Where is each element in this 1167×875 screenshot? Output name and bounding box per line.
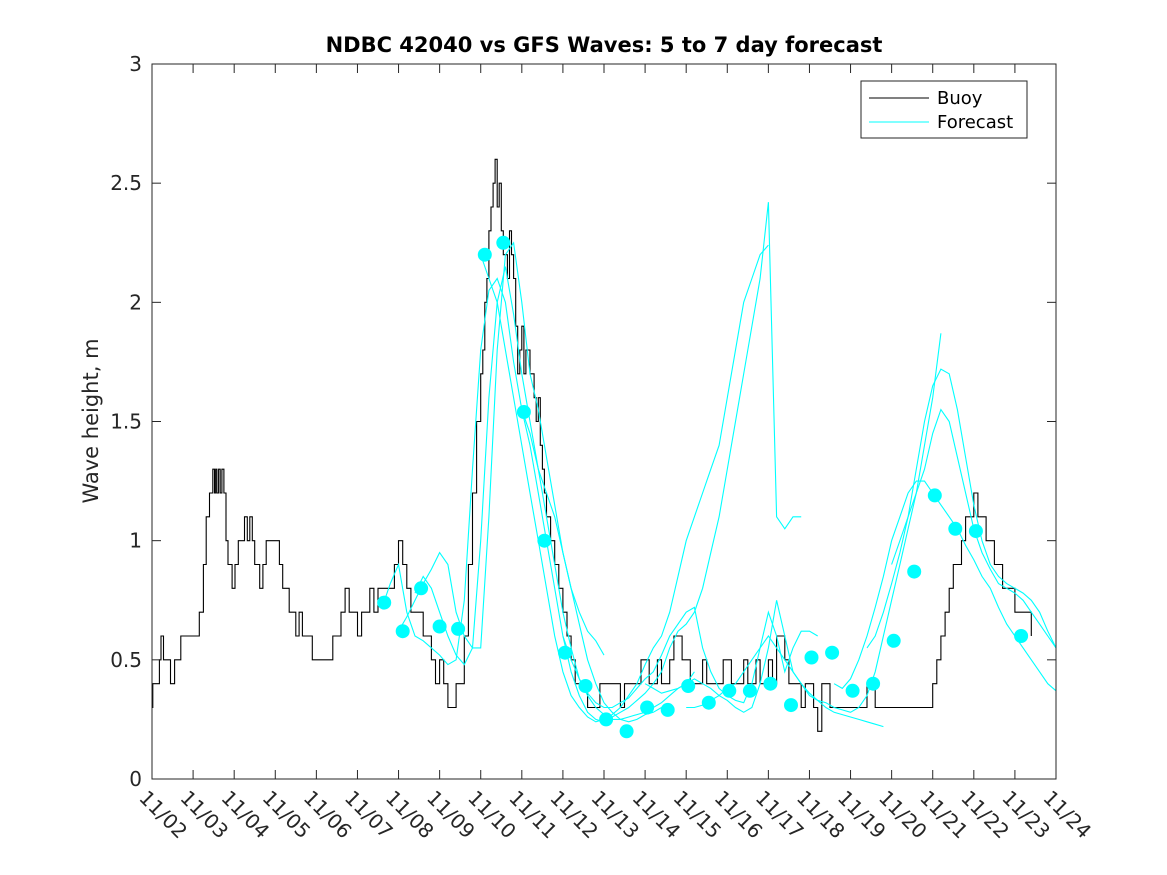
forecast-point-13 bbox=[619, 724, 634, 739]
forecast-point-22 bbox=[804, 650, 819, 665]
forecast-point-19 bbox=[742, 683, 757, 698]
forecast-series-line-5 bbox=[521, 202, 802, 723]
forecast-point-7 bbox=[496, 235, 511, 250]
forecast-points-layer bbox=[377, 235, 1029, 739]
forecast-point-9 bbox=[537, 533, 552, 548]
forecast-point-15 bbox=[660, 702, 675, 717]
legend-buoy-label: Buoy bbox=[937, 88, 983, 109]
chart-title: NDBC 42040 vs GFS Waves: 5 to 7 day fore… bbox=[326, 33, 883, 57]
buoy-layer bbox=[152, 158, 1032, 732]
y-tick-label-3: 1.5 bbox=[110, 410, 142, 434]
y-tick-label-5: 2.5 bbox=[110, 171, 142, 195]
forecast-point-28 bbox=[927, 488, 942, 503]
forecast-point-10 bbox=[558, 645, 572, 660]
y-tick-label-1: 0.5 bbox=[110, 648, 142, 672]
forecast-point-3 bbox=[414, 581, 429, 596]
forecast-point-12 bbox=[599, 712, 614, 727]
legend: Buoy Forecast bbox=[860, 80, 1028, 139]
forecast-point-29 bbox=[948, 521, 963, 536]
forecast-point-17 bbox=[701, 695, 716, 710]
y-axis-label: Wave height, m bbox=[79, 338, 103, 503]
forecast-point-6 bbox=[477, 247, 492, 262]
legend-box bbox=[860, 80, 1028, 139]
forecast-series-line-4 bbox=[480, 244, 769, 723]
forecast-point-extra-1 bbox=[1014, 629, 1029, 643]
forecast-point-2 bbox=[395, 624, 410, 639]
forecast-point-11 bbox=[578, 679, 593, 693]
forecast-point-26 bbox=[886, 633, 901, 648]
plot-area bbox=[152, 64, 1056, 779]
forecast-point-23 bbox=[825, 645, 840, 660]
forecast-point-21 bbox=[784, 698, 798, 713]
forecast-point-30 bbox=[968, 524, 983, 539]
buoy-series-line bbox=[152, 158, 1032, 732]
forecast-point-1 bbox=[377, 595, 392, 610]
y-tick-label-0: 0 bbox=[129, 767, 142, 791]
y-tick-label-2: 1 bbox=[129, 529, 142, 553]
forecast-point-14 bbox=[640, 700, 655, 715]
forecast-point-18 bbox=[722, 683, 737, 698]
legend-forecast-label: Forecast bbox=[937, 112, 1013, 133]
forecast-point-27 bbox=[907, 564, 922, 579]
forecast-series-line-2 bbox=[398, 241, 662, 723]
forecast-point-4 bbox=[432, 619, 447, 634]
forecast-point-20 bbox=[763, 676, 778, 691]
forecast-point-8 bbox=[516, 405, 531, 419]
y-tick-label-6: 3 bbox=[129, 52, 142, 76]
axes-background bbox=[152, 64, 1056, 779]
y-tick-label-4: 2 bbox=[129, 290, 142, 314]
forecast-series-line-10 bbox=[866, 368, 1057, 649]
forecast-point-5 bbox=[451, 621, 466, 636]
forecast-point-24 bbox=[845, 683, 860, 698]
y-axis: 0 0.5 1 1.5 2 2.5 3 bbox=[110, 52, 1056, 791]
forecast-series-line-6 bbox=[562, 606, 818, 709]
forecast-point-16 bbox=[681, 679, 696, 693]
forecast-point-25 bbox=[866, 676, 881, 691]
